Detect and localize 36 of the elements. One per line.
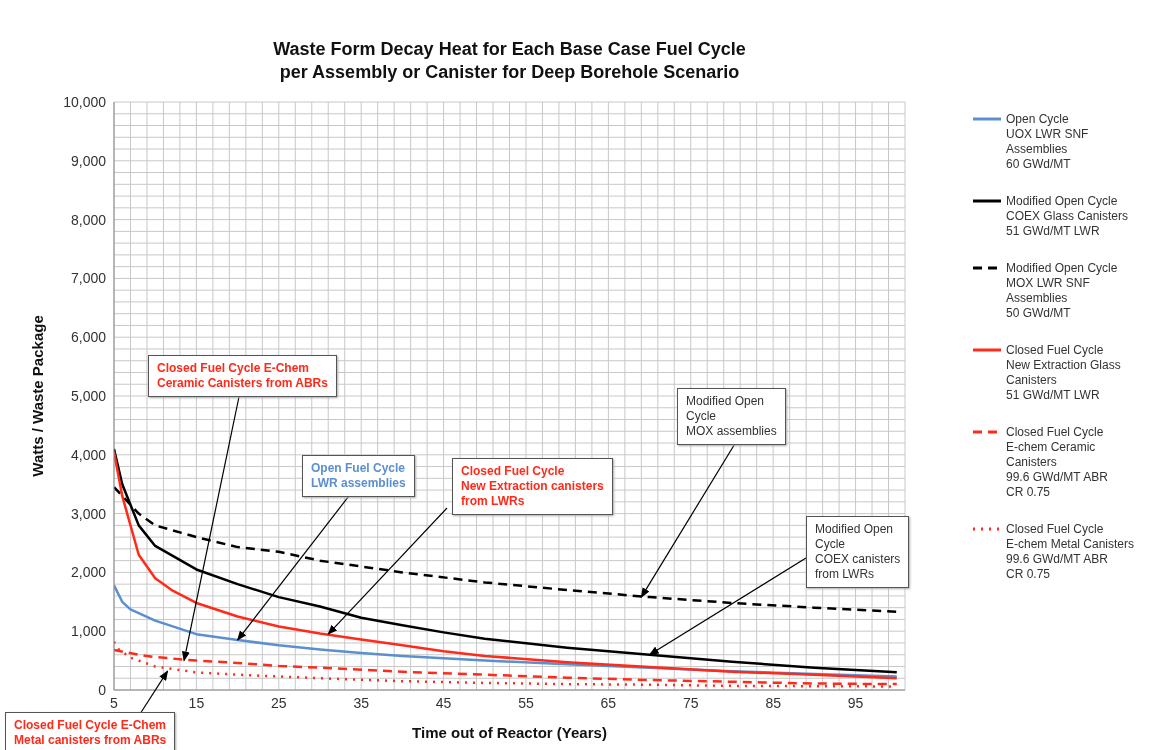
legend-label: Modified Open Cycle COEX Glass Canisters 51 GWd/MT LWR [1006, 194, 1129, 239]
x-tick-label: 85 [765, 694, 782, 711]
y-tick-label: 2,000 [70, 564, 107, 581]
y-tick-label: 6,000 [70, 329, 107, 346]
x-tick-label: 95 [847, 694, 864, 711]
annotation: Closed Fuel Cycle E-Chem Metal canisters from ABRs [14, 718, 167, 748]
y-tick-label: 10,000 [63, 93, 107, 110]
y-tick-label: 0 [98, 681, 107, 698]
y-tick-label: 4,000 [70, 446, 107, 463]
annotation: Open Fuel Cycle LWR assemblies [311, 461, 406, 491]
y-tick-label: 9,000 [70, 152, 107, 169]
y-axis-title: Watts / Waste Package [29, 315, 47, 477]
legend-label: Modified Open Cycle MOX LWR SNF Assemblies 50 GWd/MT [1006, 261, 1118, 321]
x-tick-label: 15 [188, 694, 205, 711]
y-tick-label: 8,000 [70, 211, 107, 228]
x-tick-label: 25 [271, 694, 287, 711]
y-tick-label: 3,000 [70, 505, 107, 522]
y-tick-label: 7,000 [70, 270, 107, 287]
x-tick-label: 5 [110, 694, 119, 711]
chart-title: Waste Form Decay Heat for Each Base Case Fuel Cycle per Assembly or Canister for Deep Borehole Scenario [272, 38, 747, 84]
legend-label: Closed Fuel Cycle E-chem Ceramic Canisters 99.6 GWd/MT ABR CR 0.75 [1006, 425, 1108, 500]
annotation: Modified Open Cycle MOX assemblies [686, 394, 777, 439]
x-tick-label: 75 [682, 694, 699, 711]
x-tick-label: 65 [600, 694, 617, 711]
legend-label: Open Cycle UOX LWR SNF Assemblies 60 GWd/MT [1006, 112, 1089, 172]
x-axis-title: Time out of Reactor (Years) [412, 724, 607, 741]
x-tick-label: 45 [435, 694, 452, 711]
x-tick-label: 55 [518, 694, 534, 711]
y-tick-label: 5,000 [70, 387, 107, 404]
legend-label: Closed Fuel Cycle New Extraction Glass Canisters 51 GWd/MT LWR [1006, 343, 1121, 403]
annotation: Closed Fuel Cycle New Extraction canisters from LWRs [461, 464, 604, 509]
y-tick-label: 1,000 [70, 623, 107, 640]
legend-label: Closed Fuel Cycle E-chem Metal Canisters 99.6 GWd/MT ABR CR 0.75 [1006, 522, 1135, 582]
annotation: Modified Open Cycle COEX canisters from LWRs [815, 522, 901, 582]
x-tick-label: 35 [353, 694, 370, 711]
annotation: Closed Fuel Cycle E-Chem Ceramic Canisters from ABRs [157, 361, 328, 391]
